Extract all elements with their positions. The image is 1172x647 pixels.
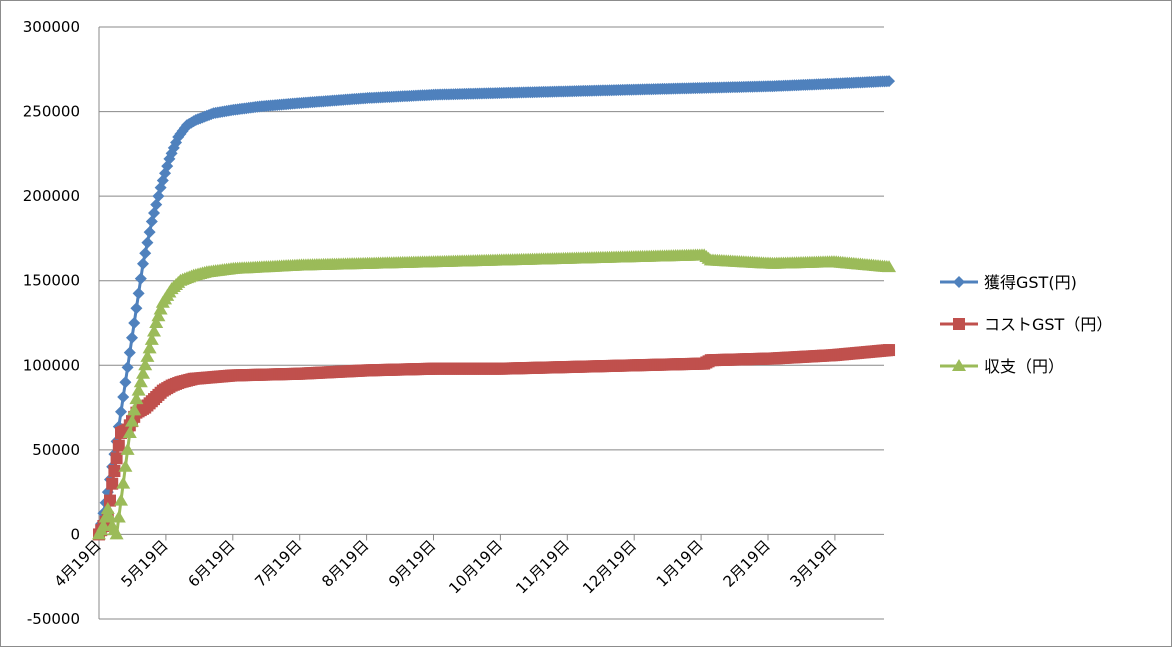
data-point: [119, 376, 132, 389]
series-line: [97, 79, 890, 535]
data-point: [147, 324, 162, 337]
x-tick-label: 5月19日: [118, 537, 172, 591]
x-tick-label: 12月19日: [579, 537, 640, 598]
data-point: [117, 391, 130, 403]
y-tick-label: -50000: [27, 610, 80, 628]
data-point: [144, 332, 159, 345]
data-point: [127, 403, 142, 416]
x-tick-label: 3月19日: [787, 537, 841, 591]
data-point: [138, 358, 153, 371]
x-tick-label: 7月19日: [251, 537, 305, 591]
legend-marker: [953, 276, 965, 288]
data-point: [883, 75, 896, 88]
x-tick-label: 1月19日: [653, 537, 707, 591]
series-line: [97, 253, 890, 540]
data-point: [120, 442, 135, 455]
data-point: [116, 476, 131, 489]
data-point: [883, 344, 896, 357]
data-point: [143, 226, 156, 239]
y-tick-label: 250000: [23, 103, 80, 121]
x-tick-label: 8月19日: [318, 537, 372, 591]
data-point: [115, 405, 128, 418]
data-point: [110, 452, 123, 465]
data-point: [140, 349, 155, 362]
data-point: [132, 287, 145, 300]
data-point: [118, 459, 133, 472]
data-point: [122, 425, 137, 438]
gridlines: [99, 26, 884, 620]
data-point: [148, 207, 161, 220]
data-point: [134, 272, 147, 285]
data-point: [129, 392, 144, 405]
x-tick-label: 6月19日: [184, 537, 238, 591]
data-point: [103, 510, 118, 523]
y-tick-label: 200000: [23, 187, 80, 205]
data-point: [130, 302, 143, 315]
data-point: [131, 383, 146, 396]
data-point: [149, 316, 164, 328]
y-tick-label: 150000: [23, 272, 80, 290]
data-point: [106, 477, 119, 490]
legend-label: コストGST（円）: [984, 315, 1112, 334]
x-tick-label: 9月19日: [385, 537, 439, 591]
data-point: [139, 247, 152, 260]
y-tick-label: 0: [70, 525, 80, 543]
x-tick-label: 4月19日: [51, 537, 105, 591]
data-point: [123, 346, 136, 359]
data-point: [125, 414, 140, 427]
legend-label: 獲得GST(円): [984, 273, 1077, 292]
data-point: [133, 375, 148, 388]
x-axis: 4月19日 5月19日 6月19日 7月19日 8月19日 9月19日 10月19日 11月1…: [51, 533, 884, 598]
data-point: [152, 190, 165, 203]
data-point: [151, 309, 166, 322]
legend-label: 収支（円）: [984, 357, 1064, 376]
data-point: [128, 317, 141, 329]
legend: 獲得GST(円) コストGST（円） 収支（円）: [940, 273, 1112, 376]
data-point: [126, 331, 139, 344]
data-point: [100, 502, 115, 515]
data-point: [141, 236, 154, 249]
y-tick-label: 100000: [23, 356, 80, 374]
x-tick-label: 10月19日: [445, 537, 506, 598]
data-point: [137, 257, 150, 270]
data-point: [142, 341, 157, 354]
x-tick-label: 11月19日: [512, 537, 573, 598]
data-point: [108, 465, 121, 477]
y-tick-label: 50000: [32, 441, 80, 459]
data-point: [882, 260, 897, 273]
data-point: [136, 366, 151, 379]
data-point: [114, 493, 129, 506]
legend-marker: [952, 359, 966, 371]
data-point: [153, 302, 168, 315]
legend-marker: [953, 318, 965, 330]
data-point: [145, 215, 158, 228]
plot-area: [92, 75, 897, 541]
y-tick-label: 300000: [23, 18, 80, 36]
x-tick-label: 2月19日: [720, 537, 774, 591]
data-point: [111, 510, 126, 523]
data-point: [150, 198, 163, 211]
data-point: [104, 494, 117, 507]
y-axis: -50000 0 50000 100000 150000 200000 250000 3000…: [23, 18, 100, 628]
data-point: [112, 439, 125, 452]
data-point: [109, 527, 124, 540]
data-point: [121, 361, 134, 374]
data-point: [96, 518, 111, 531]
